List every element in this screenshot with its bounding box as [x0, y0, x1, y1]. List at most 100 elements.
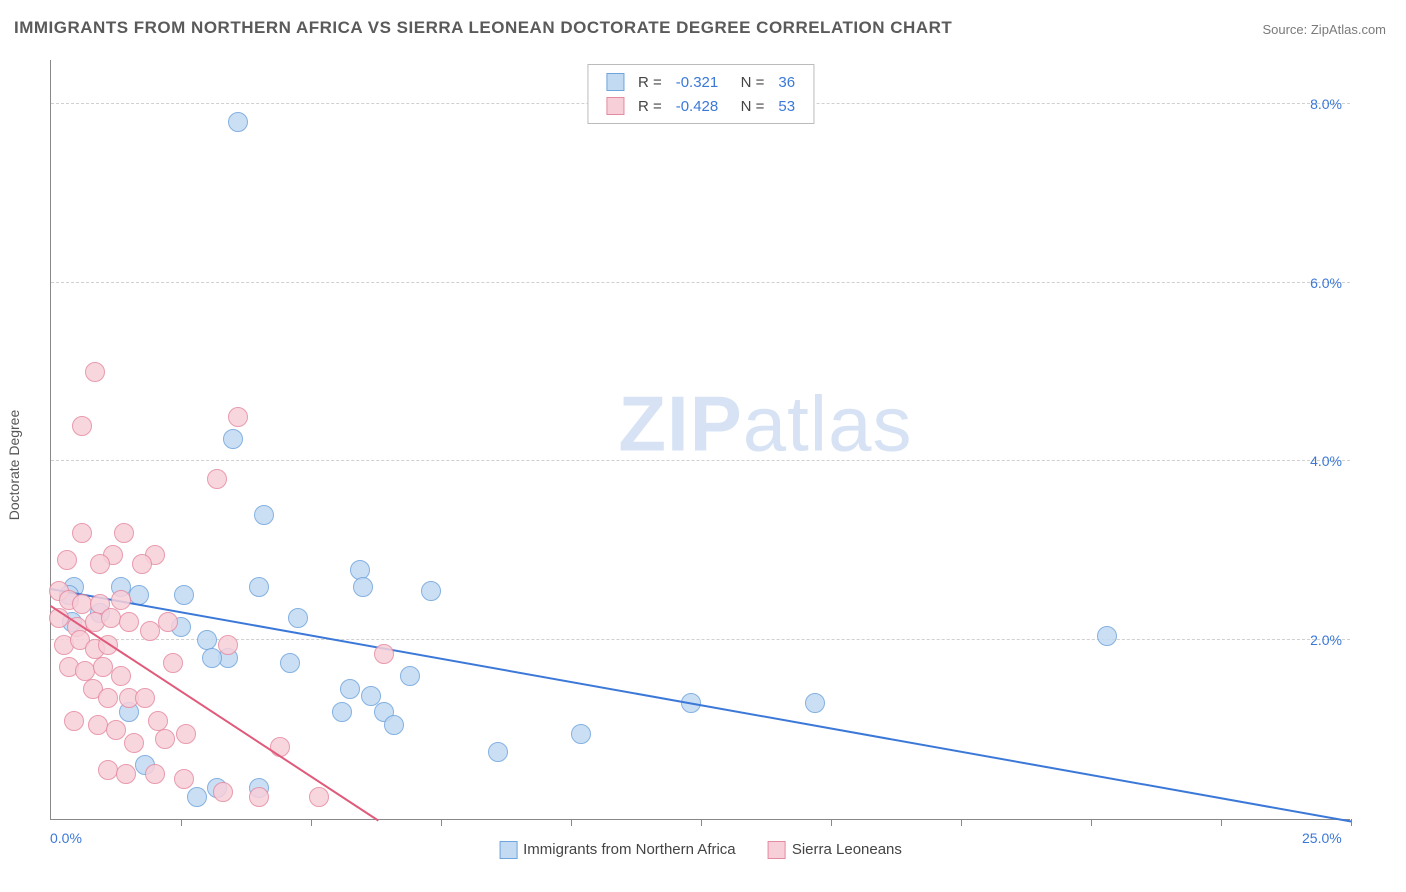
x-tick	[571, 819, 572, 826]
scatter-point	[72, 523, 92, 543]
legend-bottom-label-0: Immigrants from Northern Africa	[523, 841, 736, 858]
x-tick	[441, 819, 442, 826]
chart-container: Doctorate Degree ZIPatlas R = -0.321 N =…	[0, 60, 1406, 870]
scatter-point	[249, 577, 269, 597]
scatter-point	[254, 505, 274, 525]
n-value-0: 36	[772, 71, 801, 93]
legend-bottom-swatch-0	[499, 841, 517, 859]
scatter-point	[132, 554, 152, 574]
scatter-point	[571, 724, 591, 744]
legend-stats-row-1: R = -0.428 N = 53	[600, 95, 801, 117]
gridline-h	[51, 639, 1350, 640]
chart-title: IMMIGRANTS FROM NORTHERN AFRICA VS SIERR…	[14, 18, 952, 38]
scatter-point	[90, 554, 110, 574]
legend-bottom-swatch-1	[768, 841, 786, 859]
x-tick	[311, 819, 312, 826]
scatter-point	[174, 585, 194, 605]
legend-stats-row-0: R = -0.321 N = 36	[600, 71, 801, 93]
scatter-point	[72, 416, 92, 436]
r-value-1: -0.428	[670, 95, 725, 117]
n-value-1: 53	[772, 95, 801, 117]
y-tick-label: 6.0%	[1310, 275, 1342, 291]
scatter-point	[223, 429, 243, 449]
x-tick	[1221, 819, 1222, 826]
scatter-point	[72, 594, 92, 614]
scatter-point	[155, 729, 175, 749]
r-label-0: R =	[632, 71, 668, 93]
watermark-rest: atlas	[743, 380, 913, 468]
scatter-point	[158, 612, 178, 632]
scatter-point	[145, 764, 165, 784]
y-tick-label: 2.0%	[1310, 632, 1342, 648]
scatter-point	[309, 787, 329, 807]
scatter-point	[249, 787, 269, 807]
x-tick	[701, 819, 702, 826]
scatter-point	[111, 590, 131, 610]
scatter-point	[280, 653, 300, 673]
y-tick-label: 4.0%	[1310, 453, 1342, 469]
legend-swatch-1	[606, 97, 624, 115]
scatter-point	[111, 666, 131, 686]
scatter-point	[384, 715, 404, 735]
x-axis-origin-label: 0.0%	[50, 830, 82, 846]
scatter-point	[400, 666, 420, 686]
legend-swatch-0	[606, 73, 624, 91]
x-tick	[1351, 819, 1352, 826]
scatter-point	[1097, 626, 1117, 646]
legend-stats: R = -0.321 N = 36 R = -0.428 N = 53	[587, 64, 814, 124]
legend-item-1: Sierra Leoneans	[768, 841, 902, 859]
r-label-1: R =	[632, 95, 668, 117]
legend-series: Immigrants from Northern Africa Sierra L…	[485, 841, 916, 859]
scatter-point	[176, 724, 196, 744]
scatter-point	[88, 715, 108, 735]
scatter-point	[116, 764, 136, 784]
y-axis-title: Doctorate Degree	[6, 410, 22, 521]
scatter-point	[332, 702, 352, 722]
scatter-point	[64, 711, 84, 731]
plot-area: ZIPatlas R = -0.321 N = 36 R = -0.428 N …	[50, 60, 1350, 820]
x-axis-max-label: 25.0%	[1302, 830, 1342, 846]
scatter-point	[98, 760, 118, 780]
scatter-point	[106, 720, 126, 740]
scatter-point	[228, 407, 248, 427]
x-tick	[1091, 819, 1092, 826]
scatter-point	[85, 362, 105, 382]
x-tick	[181, 819, 182, 826]
legend-bottom-label-1: Sierra Leoneans	[792, 841, 902, 858]
scatter-point	[187, 787, 207, 807]
scatter-point	[174, 769, 194, 789]
r-value-0: -0.321	[670, 71, 725, 93]
y-tick-label: 8.0%	[1310, 96, 1342, 112]
scatter-point	[124, 733, 144, 753]
n-label-0: N =	[726, 71, 770, 93]
scatter-point	[57, 550, 77, 570]
scatter-point	[114, 523, 134, 543]
n-label-1: N =	[726, 95, 770, 117]
scatter-point	[374, 644, 394, 664]
watermark: ZIPatlas	[618, 379, 912, 470]
scatter-point	[213, 782, 233, 802]
watermark-bold: ZIP	[618, 380, 742, 468]
scatter-point	[353, 577, 373, 597]
scatter-point	[93, 657, 113, 677]
trend-line	[51, 588, 1351, 822]
scatter-point	[805, 693, 825, 713]
scatter-point	[101, 608, 121, 628]
scatter-point	[135, 688, 155, 708]
scatter-point	[119, 612, 139, 632]
x-tick	[831, 819, 832, 826]
scatter-point	[228, 112, 248, 132]
scatter-point	[163, 653, 183, 673]
gridline-h	[51, 460, 1350, 461]
scatter-point	[488, 742, 508, 762]
gridline-h	[51, 282, 1350, 283]
scatter-point	[207, 469, 227, 489]
scatter-point	[421, 581, 441, 601]
scatter-point	[340, 679, 360, 699]
scatter-point	[140, 621, 160, 641]
legend-item-0: Immigrants from Northern Africa	[499, 841, 736, 859]
source-label: Source: ZipAtlas.com	[1262, 22, 1386, 37]
scatter-point	[98, 688, 118, 708]
scatter-point	[197, 630, 217, 650]
scatter-point	[288, 608, 308, 628]
